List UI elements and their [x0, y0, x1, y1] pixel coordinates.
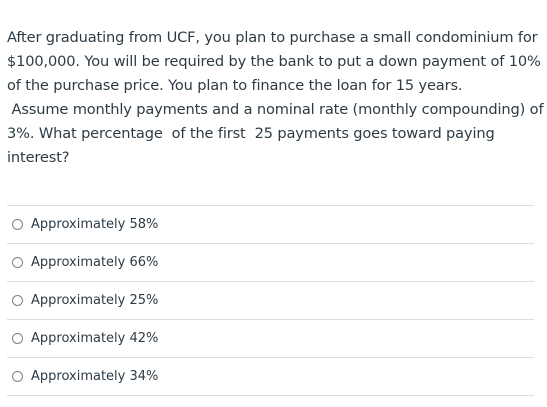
answer-option-5[interactable]: Approximately 34%	[7, 358, 534, 396]
radio-button[interactable]	[12, 295, 23, 306]
answer-option-1[interactable]: Approximately 58%	[7, 206, 534, 244]
question-line: Assume monthly payments and a nominal ra…	[7, 101, 544, 118]
radio-button[interactable]	[12, 333, 23, 344]
radio-button[interactable]	[12, 371, 23, 382]
answer-label[interactable]: Approximately 66%	[31, 255, 159, 270]
question-line: interest?	[7, 149, 70, 166]
question-line: $100,000. You will be required by the ba…	[7, 53, 541, 70]
question-line: of the purchase price. You plan to finan…	[7, 77, 463, 94]
radio-button[interactable]	[12, 257, 23, 268]
radio-button[interactable]	[12, 219, 23, 230]
answer-option-4[interactable]: Approximately 42%	[7, 320, 534, 358]
answer-label[interactable]: Approximately 58%	[31, 217, 159, 232]
question-line: After graduating from UCF, you plan to p…	[7, 29, 538, 46]
question-line: 3%. What percentage of the first 25 paym…	[7, 125, 495, 142]
answer-option-2[interactable]: Approximately 66%	[7, 244, 534, 282]
answer-label[interactable]: Approximately 25%	[31, 293, 159, 308]
answer-label[interactable]: Approximately 34%	[31, 369, 159, 384]
answer-option-3[interactable]: Approximately 25%	[7, 282, 534, 320]
question-text: After graduating from UCF, you plan to p…	[7, 26, 544, 170]
answer-list: Approximately 58% Approximately 66% Appr…	[7, 205, 534, 396]
answer-label[interactable]: Approximately 42%	[31, 331, 159, 346]
